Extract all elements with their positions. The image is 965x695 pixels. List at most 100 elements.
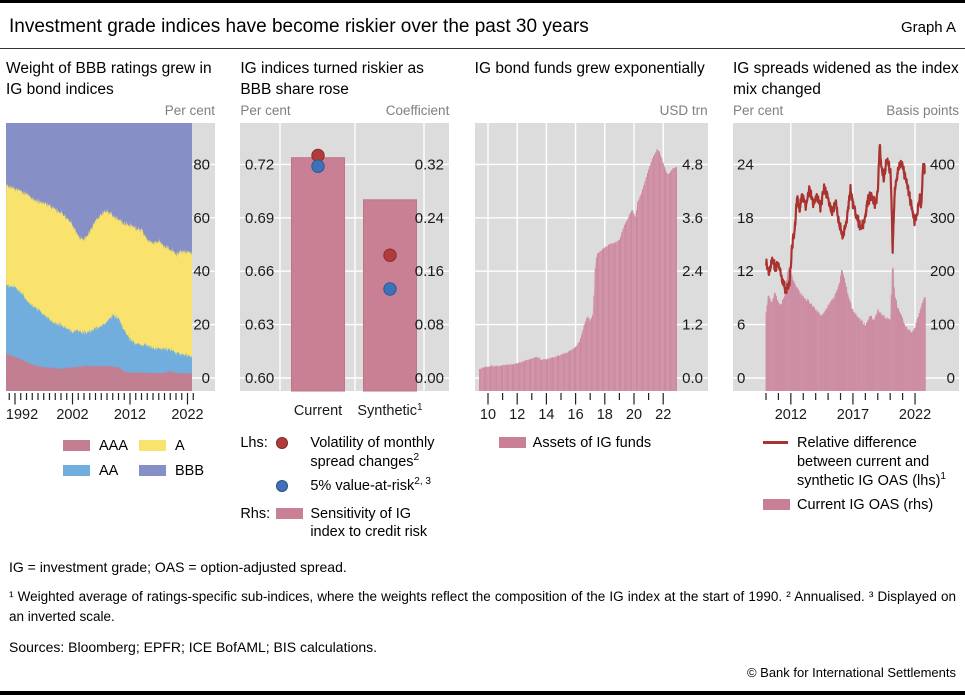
legend-label: Volatility of monthly spread changes2 <box>310 435 435 470</box>
svg-text:3.6: 3.6 <box>682 210 703 227</box>
svg-text:0.24: 0.24 <box>415 210 444 227</box>
axis-units-row: USD trn <box>475 103 708 120</box>
legend-ratings: AAA AA A BBB <box>6 437 215 481</box>
footnote-text: ¹ Weighted average of ratings-specific s… <box>9 589 956 625</box>
legend-label: Current IG OAS (rhs) <box>796 496 934 513</box>
svg-text:2.4: 2.4 <box>682 263 703 280</box>
axis-unit-right: Coefficient <box>385 103 450 118</box>
legend-item: AAA <box>63 437 139 456</box>
graph-number-label: Graph A <box>900 19 956 36</box>
panel-title: Weight of BBB ratings grew in IG bond in… <box>6 60 212 98</box>
svg-text:40: 40 <box>193 263 210 280</box>
legend-dot-icon <box>276 437 289 449</box>
svg-text:2017: 2017 <box>837 407 869 423</box>
svg-text:60: 60 <box>193 210 210 227</box>
legend-item: Lhs: Volatility of monthly spread changes… <box>240 434 449 472</box>
legend-item: BBB <box>139 462 215 481</box>
chart-bars-risk: 0.72 0.69 0.66 0.63 0.60 0.32 0.24 0.16 0.08 0.00… <box>240 123 450 419</box>
svg-text:18: 18 <box>737 210 754 227</box>
svg-text:24: 24 <box>737 156 754 173</box>
svg-text:0: 0 <box>947 370 955 387</box>
svg-text:18: 18 <box>596 407 612 423</box>
chart-bars-fund-assets: 10 12 14 16 18 20 22 4.8 3.6 2.4 1.2 0.0 <box>474 123 708 423</box>
legend-spreads: Relative difference between current and … <box>733 434 959 519</box>
legend-dot-icon <box>276 479 289 492</box>
legend-label: Sensitivity of IG index to credit risk <box>310 505 428 541</box>
legend-item: Relative difference between current and … <box>733 434 959 491</box>
legend-label: Assets of IG funds <box>532 435 652 451</box>
legend-axis-prefix: Rhs: <box>240 505 271 522</box>
svg-text:2022: 2022 <box>899 407 931 423</box>
svg-text:0.16: 0.16 <box>415 263 444 280</box>
legend-label: AA <box>99 462 119 479</box>
svg-text:0.69: 0.69 <box>245 210 274 227</box>
axis-unit-right: USD trn <box>659 103 708 118</box>
panel-bbb-weights: Weight of BBB ratings grew in IG bond in… <box>6 58 215 547</box>
svg-text:1992: 1992 <box>6 407 38 423</box>
svg-text:0: 0 <box>202 370 210 387</box>
svg-text:2022: 2022 <box>171 407 203 423</box>
svg-text:300: 300 <box>930 210 955 227</box>
legend-axis-prefix: Lhs: <box>240 435 268 451</box>
svg-text:0.72: 0.72 <box>245 156 274 173</box>
charts-row: Weight of BBB ratings grew in IG bond in… <box>0 49 965 547</box>
svg-text:Current: Current <box>294 403 342 419</box>
legend-swatch-icon <box>63 440 90 451</box>
svg-text:1.2: 1.2 <box>682 317 703 334</box>
svg-text:16: 16 <box>567 407 583 423</box>
legend-label: 5% value-at-risk2, 3 <box>310 475 431 494</box>
panel-title: IG indices turned riskier as BBB share r… <box>240 60 424 98</box>
axis-unit-right: Per cent <box>164 103 215 118</box>
chart-line-area-spreads: 2012 2017 2022 24 18 12 6 0 400 300 200 100 0 <box>732 123 959 423</box>
sources-text: Sources: Bloomberg; EPFR; ICE BofAML; BI… <box>9 638 378 655</box>
svg-text:2002: 2002 <box>56 407 88 423</box>
legend-item: A <box>139 437 215 456</box>
svg-text:2012: 2012 <box>114 407 146 423</box>
legend-swatch-icon <box>139 440 166 451</box>
legend-item: AA <box>63 462 139 481</box>
panel-spreads: IG spreads widened as the index mix chan… <box>732 58 959 547</box>
svg-text:0.32: 0.32 <box>415 156 444 173</box>
svg-text:14: 14 <box>538 407 554 423</box>
svg-text:80: 80 <box>193 156 210 173</box>
footer: IG = investment grade; OAS = option-adju… <box>0 559 965 680</box>
legend-swatch-icon <box>276 507 304 519</box>
panel-fund-assets: IG bond funds grew exponentially USD trn… <box>474 58 708 547</box>
graph-title: Investment grade indices have become ris… <box>9 16 589 37</box>
legend-funds: Assets of IG funds <box>475 434 708 458</box>
svg-text:200: 200 <box>930 263 955 280</box>
svg-text:400: 400 <box>930 156 955 173</box>
legend-swatch-icon <box>762 498 790 510</box>
svg-text:0.60: 0.60 <box>245 370 274 387</box>
svg-text:10: 10 <box>480 407 496 423</box>
copyright-text: © Bank for International Settlements <box>746 664 956 680</box>
definitions-text: IG = investment grade; OAS = option-adju… <box>9 559 347 576</box>
svg-text:0.08: 0.08 <box>415 317 444 334</box>
svg-text:6: 6 <box>737 317 745 334</box>
legend-label: A <box>175 438 185 454</box>
legend-swatch-icon <box>139 464 166 476</box>
header: Investment grade indices have become ris… <box>0 3 965 49</box>
legend-swatch-icon <box>498 437 526 448</box>
svg-text:12: 12 <box>509 407 525 423</box>
svg-text:22: 22 <box>655 407 671 423</box>
legend-label: AAA <box>99 438 129 454</box>
axis-units-row: Per cent Coefficient <box>240 103 449 120</box>
svg-text:0.63: 0.63 <box>245 317 274 334</box>
legend-label: Relative difference between current and … <box>796 435 946 489</box>
axis-units-row: Per cent Basis points <box>733 103 959 120</box>
svg-text:0: 0 <box>737 370 745 387</box>
axis-unit-right: Basis points <box>886 103 959 118</box>
svg-text:0.66: 0.66 <box>245 263 274 280</box>
legend-item: Current IG OAS (rhs) <box>733 496 959 515</box>
legend-item: Assets of IG funds <box>475 434 708 453</box>
svg-text:2012: 2012 <box>775 407 807 423</box>
svg-text:0.00: 0.00 <box>415 370 444 387</box>
svg-text:20: 20 <box>193 317 210 334</box>
chart-stacked-area-ratings: 1992 2002 2012 2022 80 60 40 20 0 <box>6 123 215 423</box>
legend-item: Rhs: Sensitivity of IG index to credit ri… <box>240 505 449 543</box>
svg-text:0.0: 0.0 <box>682 370 703 387</box>
panel-risk-metrics: IG indices turned riskier as BBB share r… <box>240 58 450 547</box>
panel-title: IG spreads widened as the index mix chan… <box>732 60 959 98</box>
